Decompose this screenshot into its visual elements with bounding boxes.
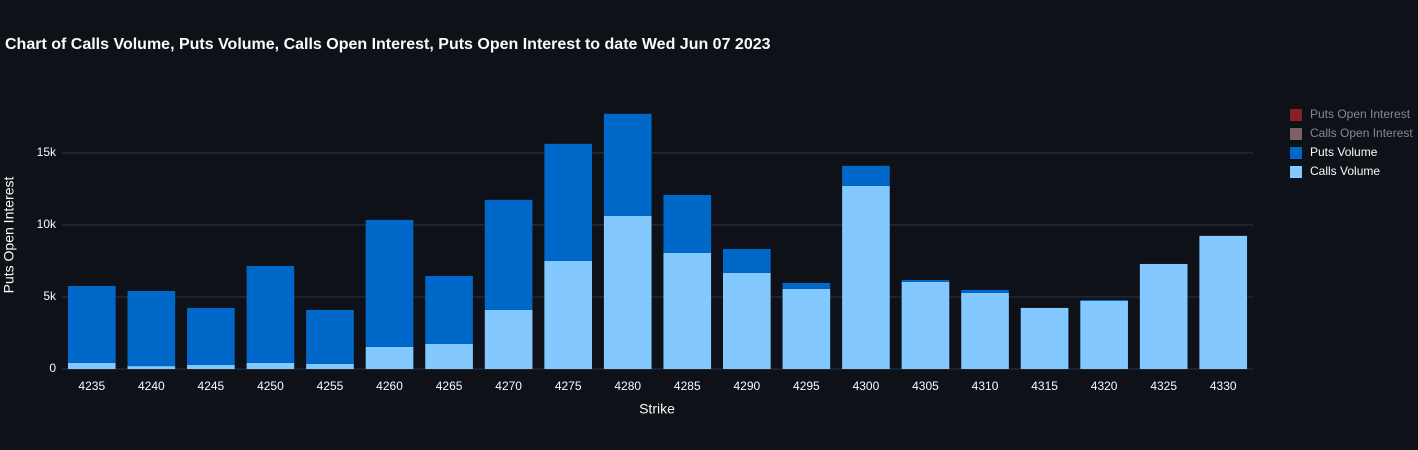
x-axis-title: Strike: [639, 401, 675, 417]
x-tick-label: 4260: [376, 379, 403, 393]
bar: [484, 199, 533, 310]
bar: [67, 286, 116, 363]
bar: [603, 215, 652, 369]
x-tick-label: 4275: [555, 379, 582, 393]
x-tick-label: 4255: [317, 379, 344, 393]
bar: [484, 309, 533, 369]
x-tick-label: 4315: [1031, 379, 1058, 393]
y-tick-label: 10k: [37, 217, 57, 231]
bar: [544, 260, 592, 369]
bar: [365, 219, 414, 347]
bar: [127, 366, 176, 369]
bar: [1020, 307, 1069, 369]
bar: [1080, 300, 1128, 369]
x-tick-label: 4240: [138, 379, 165, 393]
legend-swatch[interactable]: [1290, 109, 1302, 121]
legend-swatch[interactable]: [1290, 128, 1302, 140]
x-tick-label: 4245: [198, 379, 225, 393]
x-tick-label: 4250: [257, 379, 284, 393]
y-tick-label: 0: [49, 361, 56, 375]
bar: [723, 248, 771, 273]
bar: [306, 363, 354, 369]
y-tick-label: 5k: [43, 289, 57, 303]
bar: [67, 362, 116, 369]
x-tick-label: 4290: [733, 379, 760, 393]
bar: [663, 252, 712, 369]
y-tick-label: 15k: [37, 145, 57, 159]
x-tick-label: 4325: [1150, 379, 1177, 393]
bar: [961, 289, 1009, 293]
bar: [1199, 235, 1248, 369]
bar: [663, 194, 712, 253]
bar: [782, 288, 831, 369]
legend-swatch[interactable]: [1290, 147, 1302, 159]
x-tick-label: 4295: [793, 379, 820, 393]
x-tick-label: 4265: [436, 379, 463, 393]
bar: [603, 113, 652, 216]
x-tick-label: 4310: [972, 379, 999, 393]
x-tick-label: 4285: [674, 379, 701, 393]
bar: [1139, 263, 1188, 369]
bar: [544, 143, 592, 261]
bar: [246, 265, 295, 363]
legend-label[interactable]: Calls Volume: [1310, 164, 1380, 178]
bar: [842, 185, 890, 369]
bar: [901, 281, 950, 369]
bar: [127, 290, 176, 367]
x-tick-label: 4270: [495, 379, 522, 393]
bar: [842, 165, 890, 186]
x-tick-label: 4320: [1091, 379, 1118, 393]
bar: [365, 346, 414, 369]
x-tick-label: 4235: [78, 379, 105, 393]
bar: [1080, 299, 1128, 301]
bar: [306, 309, 354, 364]
bar: [961, 292, 1009, 369]
bar: [187, 307, 235, 365]
x-tick-label: 4280: [614, 379, 641, 393]
legend-label[interactable]: Puts Volume: [1310, 145, 1378, 159]
bar: [425, 275, 473, 344]
x-tick-label: 4330: [1210, 379, 1237, 393]
legend-label[interactable]: Calls Open Interest: [1310, 126, 1413, 140]
y-axis-title: Puts Open Interest: [1, 177, 17, 294]
bar: [723, 272, 771, 369]
x-tick-label: 4305: [912, 379, 939, 393]
chart-title: Chart of Calls Volume, Puts Volume, Call…: [5, 36, 771, 53]
x-tick-label: 4300: [853, 379, 880, 393]
bar: [901, 279, 950, 282]
bar: [425, 343, 473, 369]
bar: [246, 362, 295, 369]
legend-swatch[interactable]: [1290, 166, 1302, 178]
bar: [782, 282, 831, 289]
legend-label[interactable]: Puts Open Interest: [1310, 107, 1411, 121]
bar: [187, 364, 235, 369]
